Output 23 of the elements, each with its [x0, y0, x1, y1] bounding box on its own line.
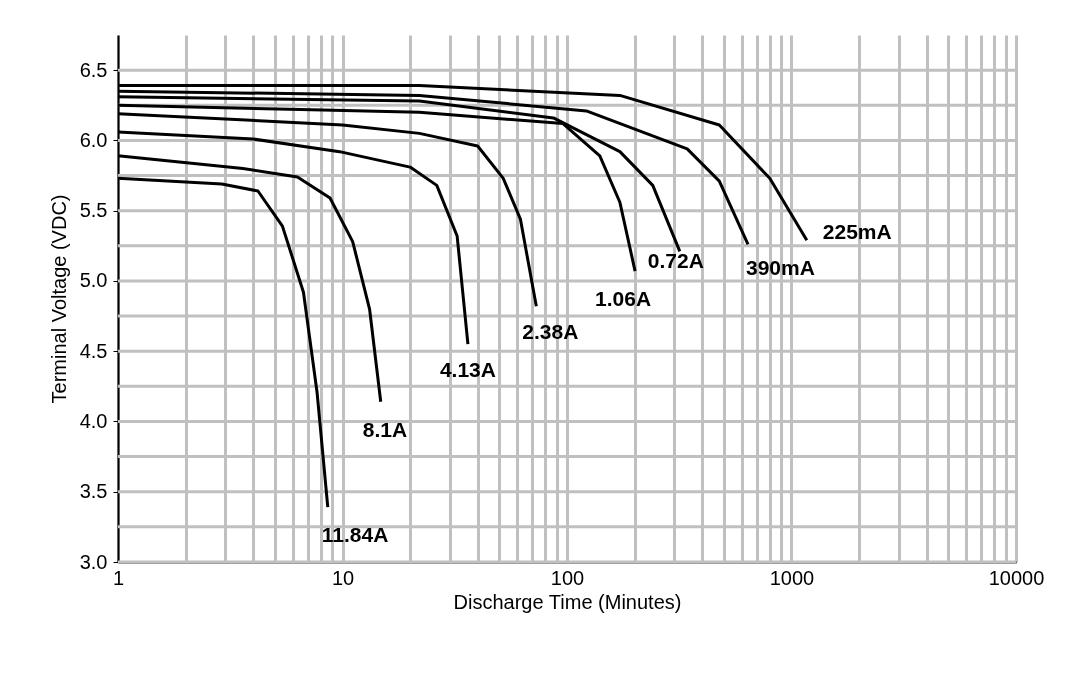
series-label: 390mA — [745, 256, 815, 280]
series-label: 8.1A — [362, 417, 408, 441]
series-label: 11.84A — [321, 523, 389, 547]
y-tick-label: 6.5 — [79, 58, 108, 81]
y-tick-label: 4.5 — [79, 339, 108, 362]
y-tick-label: 4.0 — [79, 409, 108, 432]
y-tick-label: 3.0 — [79, 550, 108, 573]
x-tick-label: 1000 — [769, 566, 815, 589]
series-label: 4.13A — [439, 358, 496, 382]
y-tick-label: 5.0 — [79, 269, 108, 292]
series-label: 225mA — [822, 220, 892, 244]
series-label: 1.06A — [595, 287, 652, 311]
series-label: 2.38A — [522, 320, 579, 344]
y-axis-title: Terminal Voltage (VDC) — [47, 194, 70, 404]
x-tick-label: 1 — [112, 566, 125, 589]
series-label: 0.72A — [647, 249, 704, 273]
x-tick-label: 10000 — [988, 566, 1045, 589]
x-tick-label: 100 — [550, 566, 585, 589]
x-axis-title: Discharge Time (Minutes) — [453, 590, 682, 613]
y-tick-label: 3.5 — [79, 480, 108, 503]
y-tick-label: 5.5 — [79, 199, 108, 222]
y-tick-label: 6.0 — [79, 128, 108, 151]
x-tick-label: 10 — [331, 566, 355, 589]
